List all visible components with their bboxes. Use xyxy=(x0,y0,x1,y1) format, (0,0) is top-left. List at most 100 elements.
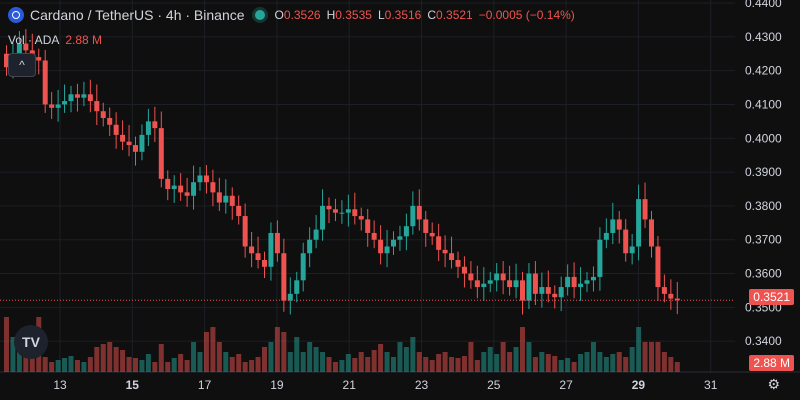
y-tick-label: 0.4400 xyxy=(745,0,782,10)
volume-bar xyxy=(397,342,403,372)
volume-bar xyxy=(629,347,635,372)
volume-bar xyxy=(94,347,100,372)
last-price-label: 0.3521 xyxy=(749,289,794,305)
candle-body xyxy=(436,236,442,250)
gear-icon[interactable]: ⚙ xyxy=(767,376,780,392)
candle-body xyxy=(371,232,377,240)
volume-bar xyxy=(158,344,164,372)
candle-body xyxy=(403,226,409,237)
volume-bar xyxy=(513,347,519,372)
volume-bar xyxy=(545,354,551,372)
volume-bar xyxy=(500,342,506,372)
candle-body xyxy=(539,287,545,294)
volume-bar xyxy=(449,357,455,372)
symbol-title[interactable]: Cardano / TetherUS · 4h · Binance xyxy=(30,7,245,23)
volume-bar xyxy=(16,347,22,372)
open-value: 0.3526 xyxy=(283,8,321,22)
volume-bar xyxy=(455,358,461,372)
volume-bar xyxy=(210,327,216,372)
volume-bar xyxy=(358,352,364,372)
y-tick-label: 0.3400 xyxy=(745,334,782,348)
last-volume-label: 2.88 M xyxy=(749,355,794,371)
volume-bar xyxy=(42,357,48,372)
candle-body xyxy=(107,117,113,125)
volume-bar xyxy=(520,327,525,372)
volume-bar xyxy=(565,358,571,372)
tradingview-logo-icon[interactable]: TV xyxy=(14,325,48,359)
candle-body xyxy=(552,293,558,298)
collapse-legend-button[interactable]: ^ xyxy=(8,53,36,77)
volume-bar xyxy=(120,350,126,372)
candle-body xyxy=(320,205,326,230)
volume-bar xyxy=(191,342,197,372)
volume-bar xyxy=(616,352,622,372)
market-status-icon[interactable] xyxy=(254,10,265,20)
volume-bar xyxy=(597,352,603,372)
candle-body xyxy=(178,185,184,193)
volume-bar xyxy=(436,354,442,372)
volume-bar xyxy=(274,327,280,372)
change-value: −0.0005 (−0.14%) xyxy=(478,8,575,22)
volume-bar xyxy=(178,354,184,372)
x-tick-label: 21 xyxy=(343,378,357,392)
x-tick-label: 31 xyxy=(704,378,718,392)
volume-bar xyxy=(345,354,351,372)
volume-bar xyxy=(300,352,306,372)
candle-body xyxy=(520,280,525,301)
volume-bar xyxy=(668,357,674,372)
volume-bar xyxy=(236,354,242,372)
x-tick-label: 23 xyxy=(415,378,429,392)
candle-body xyxy=(668,293,674,299)
candle-body xyxy=(94,101,100,112)
volume-bar xyxy=(378,344,384,372)
volume-bar xyxy=(526,342,532,372)
volume-bar xyxy=(249,360,255,372)
candle-body xyxy=(429,232,435,237)
y-tick-label: 0.3900 xyxy=(745,165,782,179)
candle-body xyxy=(191,182,197,196)
candle-body xyxy=(507,280,513,288)
candle-body xyxy=(68,94,74,102)
volume-bar xyxy=(203,332,209,372)
volume-bar xyxy=(197,352,203,372)
candle-body xyxy=(584,280,590,284)
volume-bar xyxy=(494,354,500,372)
chevron-up-icon: ^ xyxy=(19,58,25,72)
candle-body xyxy=(674,298,680,301)
volume-bar xyxy=(416,352,422,372)
volume-bar xyxy=(229,357,235,372)
y-tick-label: 0.4200 xyxy=(745,64,782,78)
volume-bar xyxy=(552,356,558,372)
candle-body xyxy=(636,199,642,247)
chart-legend: Cardano / TetherUS · 4h · Binance O0.352… xyxy=(8,7,575,23)
volume-bar xyxy=(474,360,480,372)
volume-bar xyxy=(610,354,616,372)
volume-bar xyxy=(81,362,87,372)
candle-body xyxy=(332,209,338,213)
volume-bar xyxy=(313,347,319,372)
y-tick-label: 0.3600 xyxy=(745,267,782,281)
volume-bar xyxy=(287,352,293,372)
volume-bar xyxy=(145,354,151,372)
candle-body xyxy=(603,232,609,240)
candle-body xyxy=(616,219,622,230)
candle-body xyxy=(126,141,132,146)
y-tick-label: 0.3700 xyxy=(745,233,782,247)
volume-bar xyxy=(649,342,654,372)
volume-bar xyxy=(339,360,345,372)
low-value: 0.3516 xyxy=(384,8,422,22)
volume-bar xyxy=(532,357,538,372)
volume-bar xyxy=(558,360,564,372)
volume-label: Vol · ADA xyxy=(8,33,60,47)
volume-bar xyxy=(584,352,590,372)
volume-bar xyxy=(429,360,435,372)
volume-bar xyxy=(571,362,577,372)
candle-body xyxy=(532,273,538,294)
candle-body xyxy=(378,239,384,254)
volume-bar xyxy=(171,358,177,372)
close-value: 0.3521 xyxy=(436,8,473,22)
volume-bar xyxy=(539,352,545,372)
candle-body xyxy=(597,239,603,277)
y-tick-label: 0.4100 xyxy=(745,97,782,111)
